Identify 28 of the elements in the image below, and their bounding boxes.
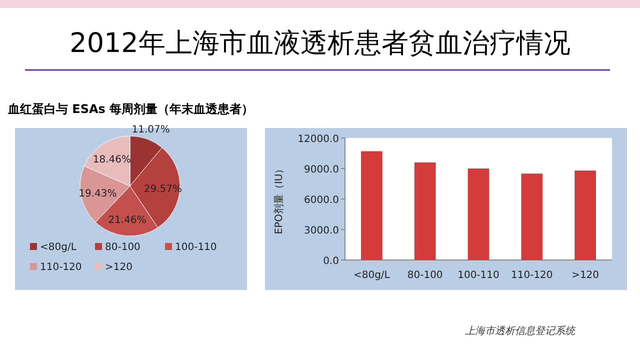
y-tick-label: 3000.0 [304,226,339,236]
y-tick-label: 6000.0 [304,195,339,206]
legend-label: <80g/L [40,242,77,253]
x-tick-label: 100-110 [458,270,500,281]
y-tick-label: 9000.0 [304,164,339,176]
legend-label: 80-100 [105,242,140,253]
legend-label: >120 [105,262,132,273]
x-tick-label: <80g/L [353,270,390,281]
x-tick-label: >120 [572,270,600,281]
chart-subtitle: 血红蛋白与 ESAs 每周剂量（年末血透患者） [7,102,254,116]
text: 2012年上海市血液透析患者贫血治疗情况 [70,28,570,59]
legend-label: 100-110 [175,242,217,253]
y-axis-title: EPO剂量（IU） [273,164,285,234]
data-label: 11.07% [132,124,170,136]
bar [468,168,490,260]
y-tick-label: 12000.0 [298,134,339,145]
x-tick-label: 80-100 [407,270,443,281]
x-tick-label: 110-120 [511,270,553,281]
bar [574,170,596,260]
data-label: 19.43% [78,188,117,200]
y-tick-label: 0.0 [323,256,339,267]
legend-label: 110-120 [40,262,82,273]
data-label: 18.46% [92,154,131,166]
bar [414,162,436,260]
text: 上海市透析信息登记系统 [465,325,577,337]
bar [521,174,543,260]
bar [361,151,382,260]
data-label: 21.46% [108,214,146,226]
